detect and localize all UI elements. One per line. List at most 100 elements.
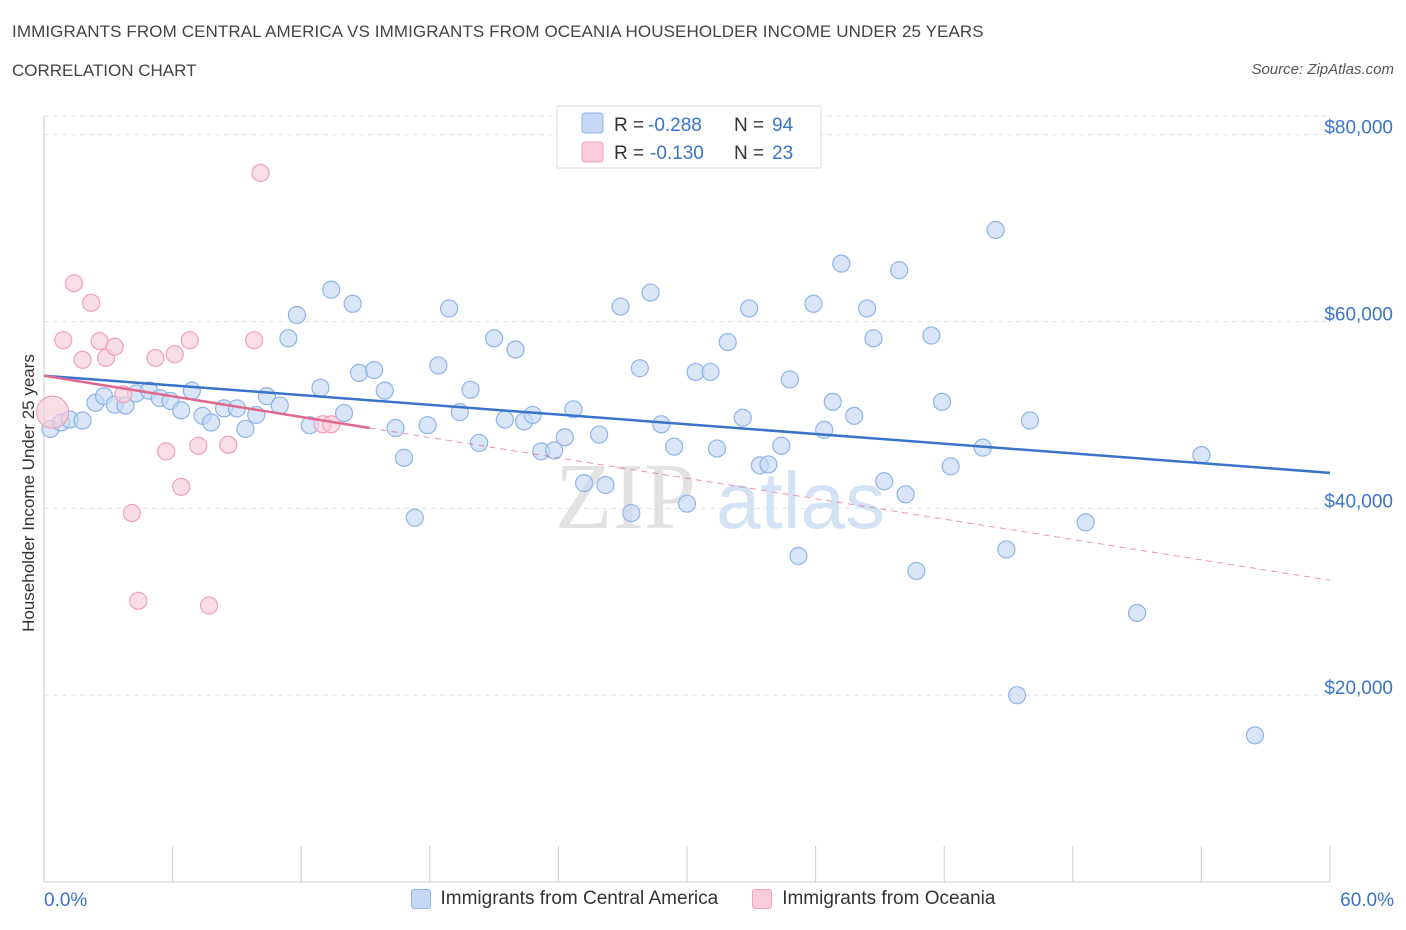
- central-america-point: [322, 280, 341, 299]
- central-america-point: [461, 380, 480, 399]
- y-tick-label: $60,000: [1324, 305, 1393, 326]
- oceania-point: [165, 345, 184, 364]
- chart-title: IMMIGRANTS FROM CENTRAL AMERICA VS IMMIG…: [12, 22, 984, 41]
- central-america-point: [630, 359, 649, 378]
- central-america-point: [375, 381, 394, 400]
- central-america-point: [1245, 726, 1265, 745]
- central-america-point: [759, 455, 778, 474]
- legend-item-oceania: Immigrants from Oceania: [752, 888, 995, 910]
- legend-r-label-0: R =: [614, 115, 644, 136]
- y-tick-label: $40,000: [1324, 491, 1393, 512]
- trend-line-0: [43, 374, 1331, 475]
- central-america-point: [804, 294, 823, 313]
- watermark-atlas: atlas: [716, 456, 885, 545]
- oceania-point: [122, 503, 141, 523]
- legend-r-value-0: -0.288: [648, 115, 702, 136]
- chart-source: Source: ZipAtlas.com: [1251, 61, 1394, 78]
- axes-layer: [43, 116, 1331, 883]
- bottom-legend: Immigrants from Central America Immigran…: [0, 888, 1406, 910]
- oceania-point: [199, 596, 219, 615]
- central-america-point: [941, 457, 960, 476]
- series-0-points: [41, 220, 1265, 745]
- central-america-point: [875, 472, 894, 491]
- oceania-point: [64, 274, 84, 293]
- central-america-point: [986, 220, 1005, 240]
- central-america-point: [1007, 686, 1027, 705]
- legend-r-value-1: -0.130: [650, 143, 704, 164]
- central-america-point: [506, 340, 525, 359]
- central-america-point: [1076, 513, 1095, 532]
- central-america-point: [611, 297, 630, 316]
- central-america-point: [677, 494, 697, 513]
- central-america-point: [789, 546, 808, 566]
- central-america-point: [740, 299, 759, 318]
- central-america-point: [896, 485, 915, 504]
- central-america-point: [287, 305, 307, 325]
- central-america-point: [575, 474, 594, 493]
- central-america-point: [922, 326, 941, 345]
- central-america-point: [707, 439, 727, 458]
- oceania-point: [82, 293, 101, 312]
- central-america-point: [718, 332, 737, 352]
- central-america-point: [564, 400, 583, 419]
- legend-n-label-0: N =: [734, 115, 764, 136]
- oceania-point: [35, 395, 70, 429]
- oceania-point: [219, 435, 238, 454]
- series-1-points: [35, 163, 341, 615]
- central-america-point: [343, 294, 362, 313]
- central-america-point: [73, 411, 92, 430]
- central-america-point: [311, 378, 330, 397]
- central-america-point: [394, 448, 414, 467]
- legend-n-value-0: 94: [772, 115, 794, 136]
- oceania-point: [73, 350, 92, 369]
- oceania-point: [146, 348, 165, 368]
- central-america-point: [545, 441, 564, 460]
- central-america-point: [701, 362, 720, 382]
- legend-swatch-central-america: [410, 889, 431, 909]
- central-america-point: [279, 329, 298, 348]
- y-axis-label: Householder Income Under 25 years: [19, 354, 38, 632]
- central-america-point: [405, 508, 424, 527]
- central-america-point: [172, 401, 191, 420]
- x-tick-label-max: 60.0%: [1340, 890, 1394, 911]
- oceania-point: [105, 337, 124, 356]
- central-america-point: [823, 392, 842, 411]
- y-tick-label: $20,000: [1324, 678, 1393, 699]
- central-america-point: [386, 418, 405, 438]
- legend-label-central-america: Immigrants from Central America: [440, 888, 719, 909]
- central-america-point: [555, 428, 574, 447]
- points-layer: [35, 163, 1265, 745]
- central-america-point: [997, 540, 1016, 559]
- central-america-point: [907, 561, 926, 581]
- oceania-point: [244, 331, 264, 350]
- oceania-point: [157, 442, 176, 461]
- watermark-zip: ZIP: [555, 445, 696, 549]
- central-america-point: [932, 392, 952, 411]
- legend-box-swatch-oceania: [581, 141, 604, 163]
- central-america-point: [890, 261, 909, 280]
- oceania-point: [180, 331, 199, 350]
- central-america-point: [864, 329, 883, 348]
- central-america-point: [845, 406, 864, 425]
- oceania-point: [54, 331, 73, 350]
- central-america-point: [182, 381, 201, 400]
- central-america-point: [236, 419, 255, 439]
- central-america-point: [429, 356, 448, 375]
- oceania-point: [189, 436, 208, 455]
- legend-label-oceania: Immigrants from Oceania: [782, 888, 996, 909]
- central-america-point: [1127, 603, 1147, 623]
- central-america-point: [772, 436, 791, 455]
- trend-line-1: [43, 374, 370, 430]
- y-tick-label: $80,000: [1324, 118, 1393, 139]
- central-america-point: [780, 370, 799, 389]
- chart-subtitle: CORRELATION CHART: [12, 61, 197, 80]
- legend-item-central-america: Immigrants from Central America: [410, 888, 719, 910]
- central-america-point: [202, 413, 221, 432]
- central-america-point: [665, 437, 684, 456]
- central-america-point: [596, 475, 615, 495]
- legend-n-label-1: N =: [734, 143, 764, 164]
- central-america-point: [418, 416, 437, 435]
- central-america-point: [469, 433, 489, 453]
- central-america-point: [439, 299, 459, 318]
- central-america-point: [495, 410, 514, 429]
